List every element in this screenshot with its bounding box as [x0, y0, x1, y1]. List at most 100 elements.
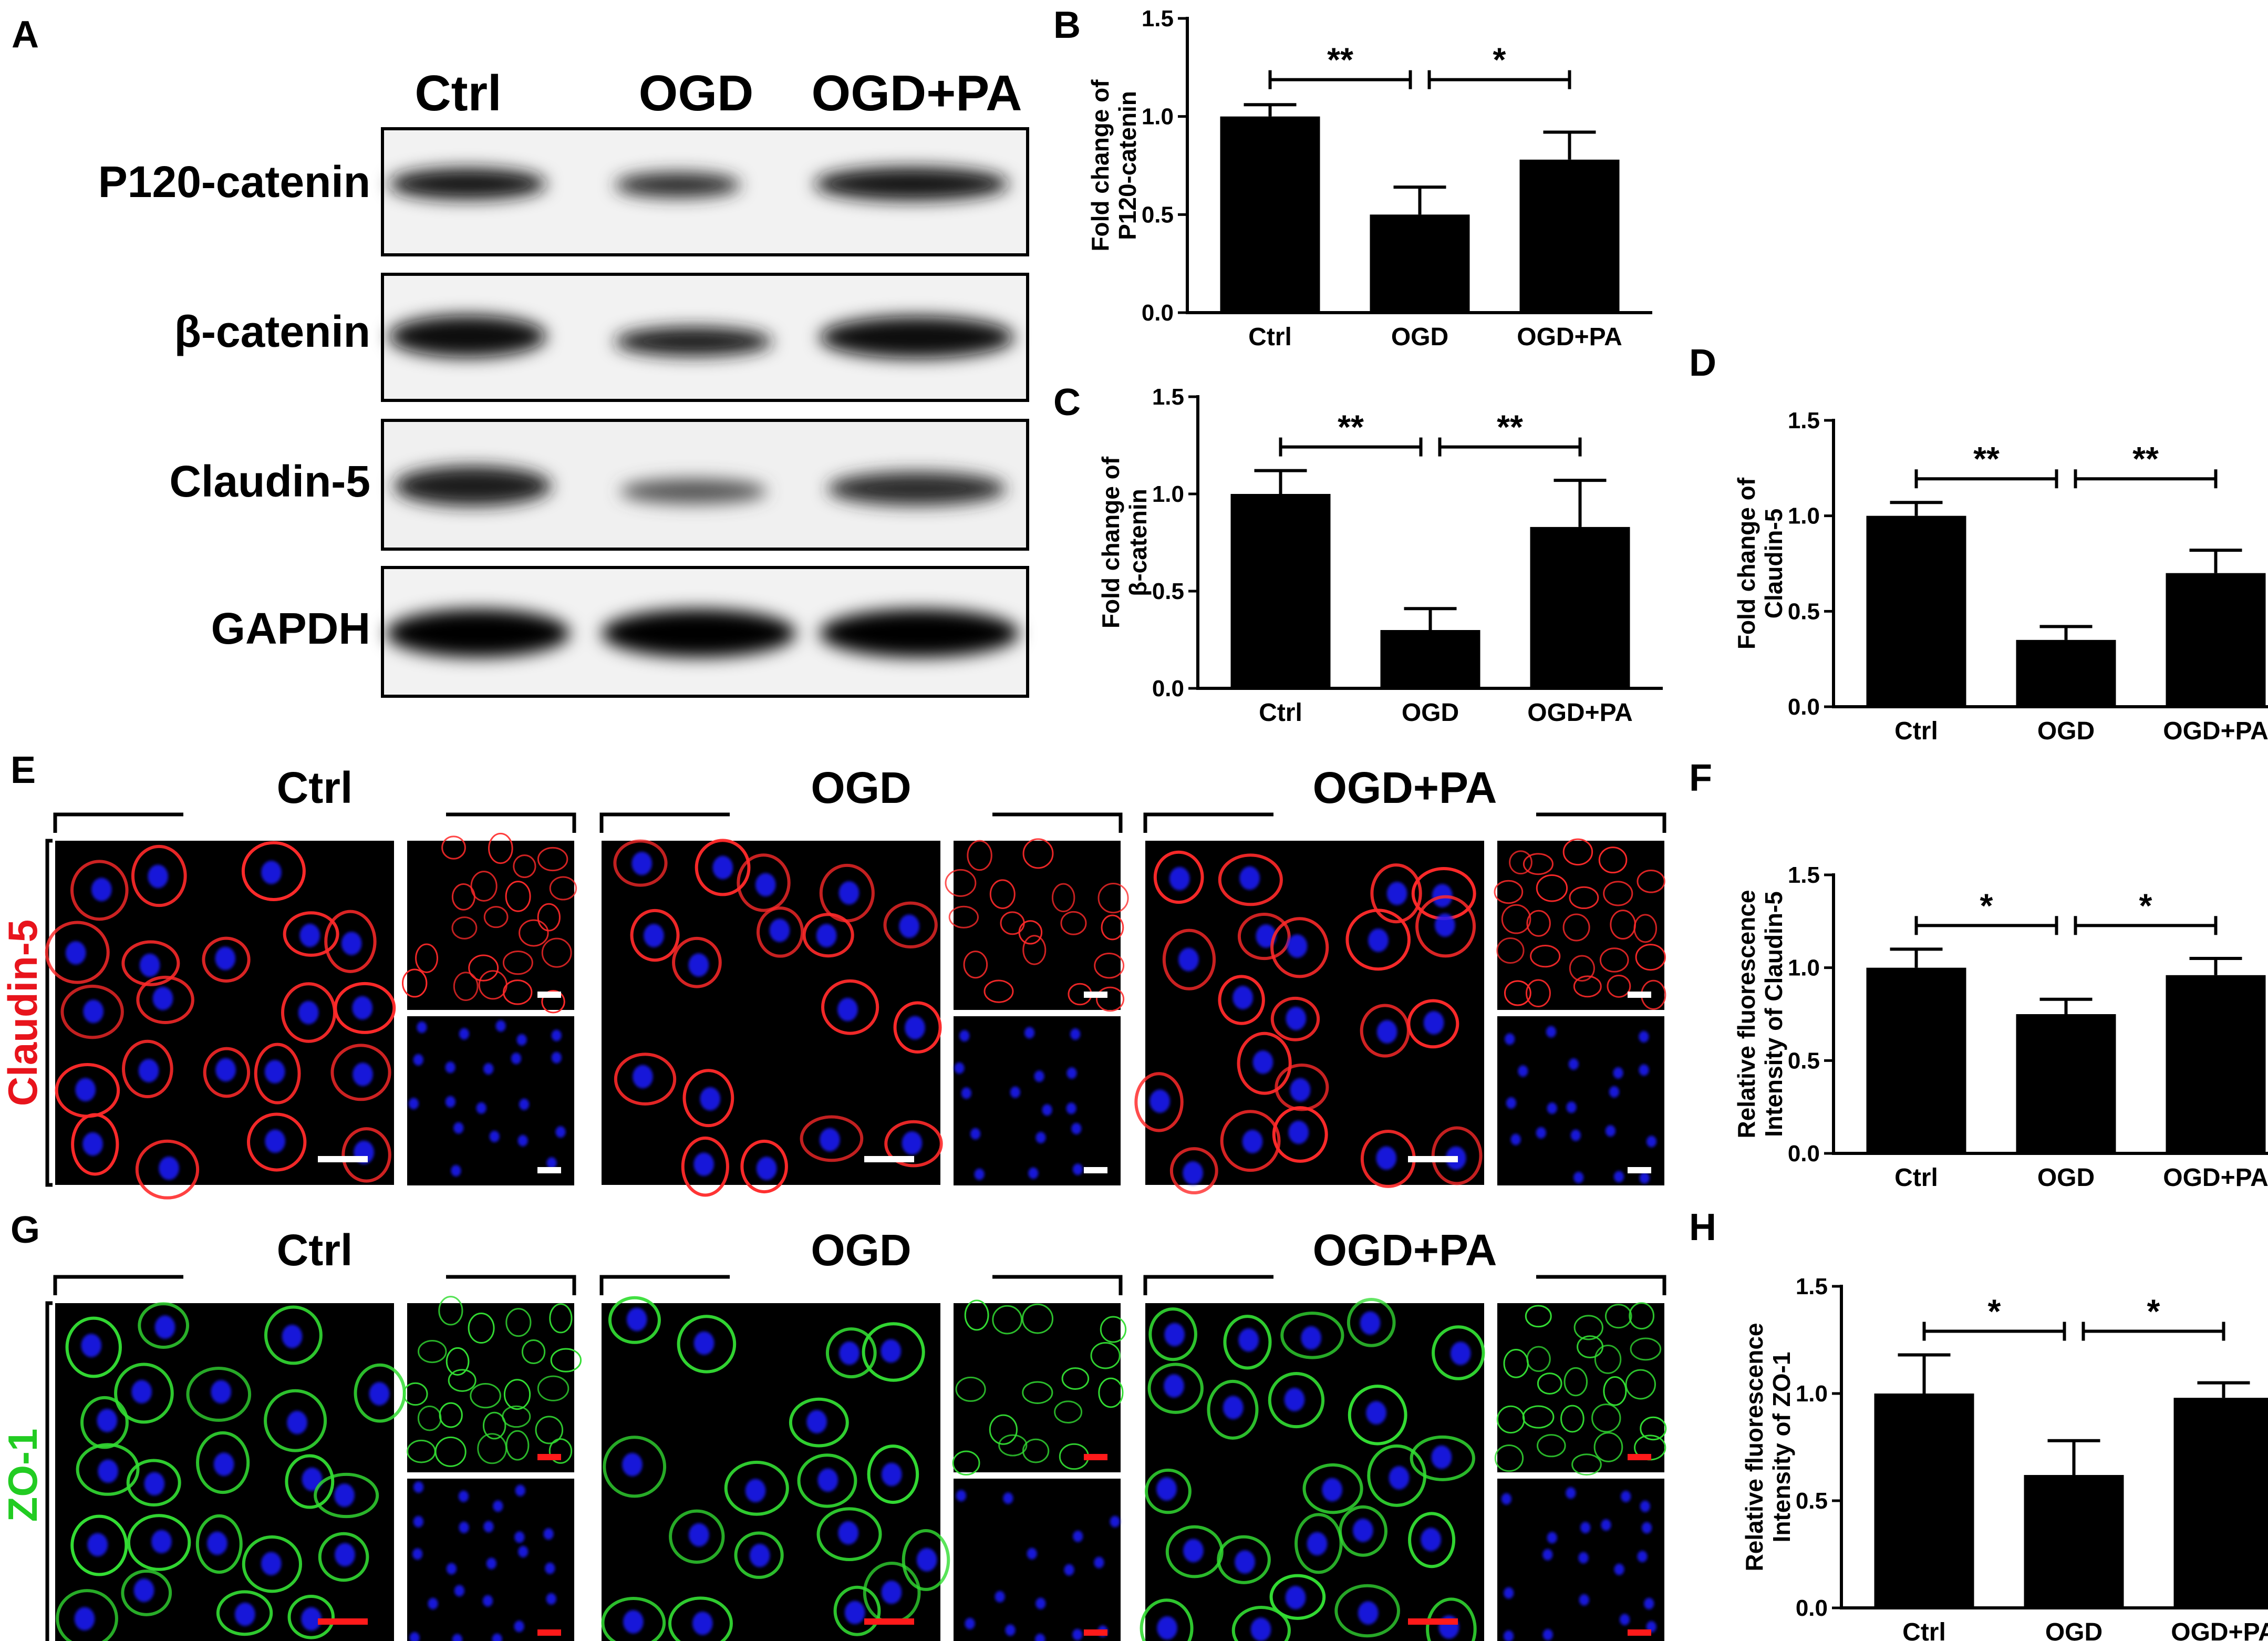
cell-membrane [1147, 1363, 1204, 1414]
cell-membrane [195, 1514, 243, 1574]
y-axis-label: Fold change ofP120-catenin [1086, 79, 1141, 252]
cell-nucleus [282, 1325, 303, 1348]
cell-membrane [902, 1529, 950, 1591]
cell-nucleus [806, 1410, 827, 1433]
cell-membrane [1270, 996, 1320, 1041]
cell-nucleus [482, 1595, 493, 1607]
cell-membrane [453, 972, 479, 1002]
significance-label: ** [1497, 408, 1523, 446]
cell-membrane [1345, 909, 1411, 971]
cell-nucleus [483, 1521, 494, 1533]
cell-membrane [1294, 1513, 1343, 1574]
cell-nucleus [215, 946, 236, 971]
cell-nucleus [1613, 1067, 1623, 1079]
cell-membrane [964, 1299, 989, 1331]
cell-membrane [1607, 974, 1631, 998]
y-axis-label: Relative fluorescenceIntensity of Claudi… [1733, 890, 1787, 1138]
cell-membrane [76, 1443, 140, 1496]
y-axis-label-line: Claudin-5 [1760, 509, 1787, 619]
scale-bar [318, 1156, 368, 1162]
cell-nucleus [235, 1602, 255, 1626]
cell-membrane [65, 1316, 122, 1378]
micrograph-merged [45, 841, 396, 1200]
cell-nucleus [139, 953, 160, 977]
cell-membrane [418, 1339, 447, 1364]
micrograph-channel-nuclei [954, 1016, 1121, 1185]
panel-letter-b: B [1053, 4, 1081, 46]
bar-chart-p120: 0.0 0.5 1.0 1.5 Fold change ofP120-catenin Ct… [1086, 6, 1652, 351]
bar-ogd-pa [1519, 159, 1620, 313]
cell-nucleus [353, 1062, 373, 1086]
cell-membrane [1504, 980, 1531, 1006]
cell-membrane [989, 879, 1016, 909]
cell-membrane [550, 1348, 582, 1372]
cell-membrane [482, 1411, 506, 1440]
cell-nucleus [159, 1157, 179, 1180]
micrograph-background [954, 1303, 1121, 1472]
cell-membrane [1523, 853, 1554, 875]
stain-bracket [45, 1301, 53, 1641]
stain-label: Claudin-5 [0, 920, 46, 1106]
bar-ogd [1370, 214, 1470, 313]
cell-nucleus [1639, 1031, 1649, 1043]
cell-membrane [122, 1039, 173, 1099]
scale-bar [537, 1167, 561, 1173]
cell-nucleus [551, 1051, 562, 1064]
micrograph-background [1497, 1016, 1664, 1185]
cell-nucleus [352, 996, 373, 1020]
cell-nucleus [1072, 1163, 1083, 1175]
cell-membrane [1603, 881, 1633, 906]
scale-bar [864, 1618, 914, 1625]
cell-membrane [341, 1127, 391, 1183]
cell-membrane [1573, 1315, 1603, 1340]
cell-membrane [1569, 886, 1599, 910]
cell-nucleus [446, 1563, 457, 1575]
panel-letter-g: G [11, 1209, 40, 1251]
cell-membrane [992, 1305, 1022, 1335]
scale-bar [537, 1629, 561, 1636]
cell-nucleus [1566, 1101, 1577, 1113]
cell-membrane [535, 1416, 564, 1444]
cell-membrane [1061, 1367, 1090, 1390]
cell-membrane [1640, 1416, 1667, 1441]
cell-nucleus [75, 1078, 96, 1102]
cell-membrane [1594, 1344, 1622, 1374]
cell-nucleus [1094, 1556, 1104, 1568]
cell-membrane [695, 839, 751, 896]
cell-nucleus [1288, 1120, 1309, 1144]
scale-bar [318, 1618, 368, 1625]
blot-label-claudin5: Claudin-5 [169, 457, 370, 506]
cell-membrane [1569, 955, 1595, 982]
cell-membrane [451, 916, 478, 940]
cell-nucleus [261, 1552, 282, 1575]
category-label: OGD [2037, 1164, 2095, 1192]
micrograph-channel-nuclei [1497, 1479, 1664, 1641]
cell-nucleus [956, 1490, 967, 1502]
micrograph-channel-nuclei [407, 1016, 574, 1185]
cell-membrane [677, 1315, 737, 1374]
cell-nucleus [881, 1462, 902, 1487]
cell-nucleus [1156, 1477, 1177, 1501]
cell-membrane [1217, 1535, 1271, 1584]
cell-membrane [833, 1585, 881, 1636]
cell-nucleus [959, 1030, 970, 1042]
cell-membrane [1268, 1372, 1325, 1429]
cell-nucleus [1640, 1500, 1650, 1512]
cell-membrane [314, 1472, 379, 1519]
cell-membrane [1134, 1072, 1184, 1132]
cell-membrane [1269, 1574, 1326, 1620]
cell-nucleus [207, 1531, 227, 1555]
cell-membrane [1169, 1147, 1218, 1195]
cell-nucleus [287, 1410, 307, 1434]
cell-nucleus [1641, 1522, 1652, 1534]
cell-membrane [1526, 1346, 1551, 1372]
micrograph-group-bracket [53, 812, 183, 833]
cell-nucleus [745, 1479, 766, 1503]
cell-nucleus [1252, 1050, 1273, 1074]
micrograph-channel-stain [401, 832, 577, 1014]
cell-membrane [800, 1115, 864, 1162]
category-label: OGD+PA [1517, 323, 1622, 351]
cell-nucleus [519, 1098, 530, 1110]
cell-nucleus [495, 1020, 506, 1032]
scale-bar [1628, 1629, 1651, 1636]
